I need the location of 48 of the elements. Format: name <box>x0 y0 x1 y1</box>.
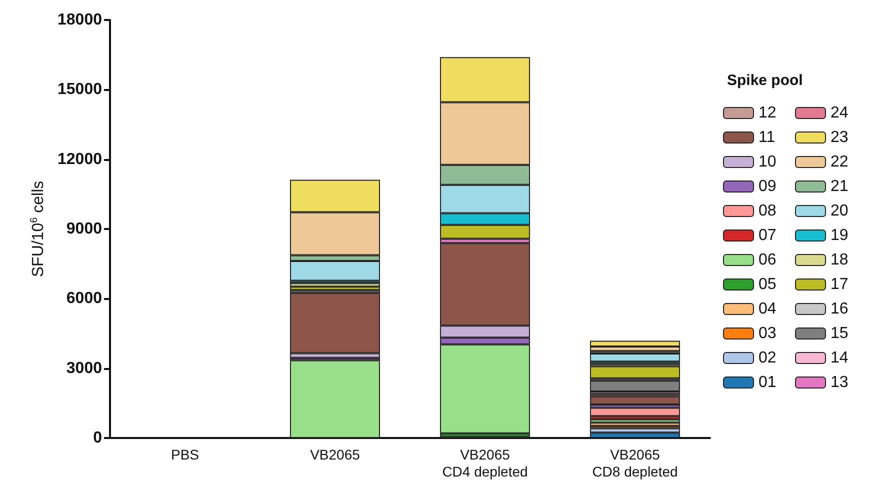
legend-label: 04 <box>758 300 776 318</box>
bar <box>590 419 680 423</box>
legend-label: 19 <box>830 227 848 244</box>
y-tick-label: 3000 <box>66 360 102 377</box>
bar <box>290 283 380 287</box>
legend-label: 20 <box>830 202 848 220</box>
legend-label: 22 <box>830 154 848 170</box>
legend-label: 17 <box>830 276 848 293</box>
y-tick-label: 15000 <box>58 81 102 98</box>
y-tick-label: 18000 <box>58 12 102 28</box>
legend-label: 07 <box>758 227 776 244</box>
bar <box>590 408 680 416</box>
x-tick-label: VB2065 CD8 depleted <box>592 446 678 480</box>
x-tick-label: VB2065 CD4 depleted <box>442 446 528 480</box>
bar <box>290 286 380 290</box>
x-tick-label: PBS <box>170 446 200 462</box>
bar <box>590 353 680 362</box>
legend-label: 12 <box>758 104 776 122</box>
legend-label: 05 <box>758 276 776 293</box>
y-tick-label: 6000 <box>66 290 102 308</box>
legend-label: 23 <box>830 129 848 146</box>
legend-label: 18 <box>830 252 848 268</box>
y-axis-title: SFU/106 cells <box>29 180 48 278</box>
legend-label: 10 <box>758 154 776 170</box>
legend-label: 13 <box>830 374 848 391</box>
legend-label: 21 <box>830 178 848 195</box>
legend-label: 02 <box>758 350 776 366</box>
legend-label: 14 <box>830 350 848 366</box>
bar <box>590 380 680 392</box>
legend-title: Spike pool <box>727 72 803 89</box>
y-tick-label: 9000 <box>66 220 102 238</box>
legend-label: 06 <box>758 252 776 268</box>
bar <box>290 360 380 438</box>
bar <box>590 340 680 347</box>
legend-label: 09 <box>758 178 776 195</box>
legend-label: 11 <box>758 129 776 146</box>
legend-label: 08 <box>758 202 776 220</box>
legend-label: 16 <box>830 300 848 318</box>
x-tick-label: VB2065 <box>310 446 360 462</box>
legend-label: 01 <box>758 374 776 391</box>
legend-label: 24 <box>830 104 848 122</box>
y-tick-label: 12000 <box>58 150 102 168</box>
bar <box>590 366 680 378</box>
bar <box>590 396 680 405</box>
bar <box>590 422 680 426</box>
legend-label: 03 <box>758 325 776 342</box>
legend-label: 15 <box>830 325 848 342</box>
y-tick-label: 0 <box>93 430 102 446</box>
